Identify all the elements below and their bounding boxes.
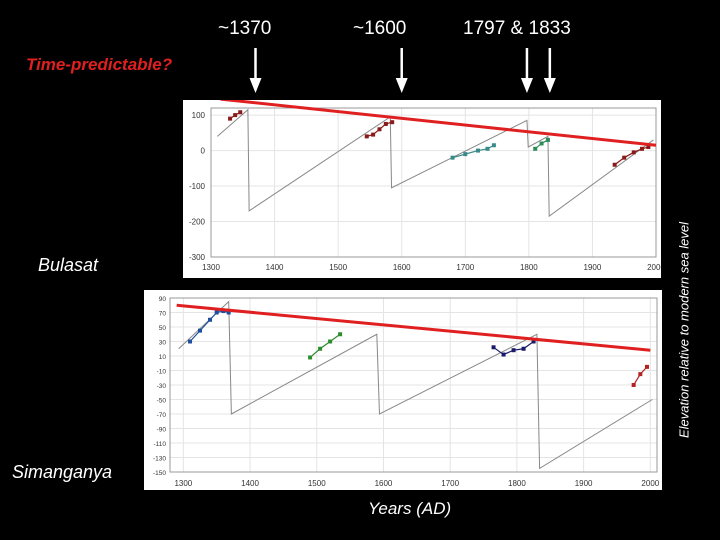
simanganya-x-tick-label: 2000 — [641, 479, 659, 488]
simanganya-cluster-line — [493, 341, 534, 356]
bulasat-y-tick-label: 100 — [192, 111, 206, 120]
simanganya-data-point — [198, 328, 203, 333]
bulasat-data-point — [383, 121, 388, 126]
bulasat-x-tick-label: 1600 — [393, 263, 411, 272]
simanganya-y-tick-label: 30 — [159, 340, 167, 347]
simanganya-x-tick-label: 1300 — [174, 479, 192, 488]
bulasat-data-point — [539, 141, 544, 146]
bulasat-y-tick-label: 0 — [201, 147, 206, 156]
event-arrow-head — [520, 78, 533, 93]
simanganya-data-point — [521, 346, 526, 351]
bulasat-data-point — [640, 146, 645, 151]
bulasat-data-point — [476, 148, 480, 153]
event-label-1370: ~1370 — [218, 18, 272, 39]
simanganya-y-tick-label: 90 — [159, 296, 167, 303]
simanganya-y-tick-label: 50 — [159, 325, 167, 332]
simanganya-x-tick-label: 1400 — [241, 479, 259, 488]
simanganya-y-tick-label: -50 — [157, 398, 167, 405]
simanganya-data-point — [338, 332, 343, 337]
bulasat-x-tick-label: 1700 — [456, 263, 474, 272]
simanganya-data-point — [188, 339, 193, 344]
simanganya-data-point — [328, 339, 333, 344]
bulasat-y-tick-label: -300 — [189, 253, 206, 262]
simanganya-y-tick-label: -110 — [153, 441, 166, 448]
bulasat-x-tick-label: 2000 — [647, 263, 661, 272]
bulasat-data-point — [238, 110, 243, 115]
simanganya-y-tick-label: -90 — [157, 427, 167, 434]
simanganya-data-point — [631, 383, 636, 387]
bulasat-x-tick-label: 1900 — [584, 263, 602, 272]
y-axis-label: Elevation relative to modern sea level — [676, 221, 692, 439]
simanganya-y-tick-label: -150 — [153, 470, 166, 477]
event-arrow-head — [249, 78, 262, 93]
simanganya-cluster-line — [309, 333, 341, 358]
bulasat-data-point — [646, 145, 651, 150]
bulasat-data-point — [533, 146, 538, 151]
site-label-simanganya: Simanganya — [12, 462, 113, 482]
simanganya-data-point — [318, 346, 323, 351]
simanganya-data-point — [501, 352, 506, 357]
simanganya-data-point — [308, 355, 313, 360]
bulasat-sawtooth-line — [217, 108, 654, 218]
simanganya-y-tick-label: 70 — [159, 311, 167, 318]
bulasat-x-tick-label: 1400 — [266, 263, 284, 272]
bulasat-y-tick-label: -200 — [189, 218, 206, 227]
simanganya-chart: 90 70 50 30 10 -10 -30 -50 -70 -90 -110 -130 -150 130… — [153, 296, 660, 488]
bulasat-data-point — [485, 146, 490, 151]
simanganya-chart-panel: 90 70 50 30 10 -10 -30 -50 -70 -90 -110 -130 -150 130… — [144, 290, 662, 490]
simanganya-x-tick-label: 1500 — [308, 479, 326, 488]
simanganya-y-tick-label: 10 — [159, 354, 167, 361]
simanganya-x-tick-label: 1900 — [575, 479, 593, 488]
bulasat-data-point — [545, 137, 550, 142]
bulasat-y-tick-label: -100 — [189, 182, 206, 191]
time-predictable-label: Time-predictable? — [26, 55, 173, 74]
bulasat-data-point — [364, 134, 369, 139]
bulasat-x-tick-label: 1300 — [202, 263, 220, 272]
site-label-bulasat: Bulasat — [38, 255, 99, 275]
bulasat-chart-panel: 100 0 -100 -200 -300 1300 1400 1500 1600 1700 1800… — [183, 97, 665, 278]
bulasat-data-point — [390, 120, 395, 125]
event-arrow-head — [395, 78, 408, 93]
event-arrow-head — [543, 78, 556, 93]
bulasat-trend-line — [220, 97, 657, 147]
simanganya-data-point — [226, 310, 231, 315]
simanganya-y-tick-label: -130 — [153, 456, 166, 463]
bulasat-data-point — [612, 162, 617, 167]
simanganya-data-point — [638, 372, 643, 377]
simanganya-y-tick-label: -70 — [157, 412, 167, 419]
x-axis-label: Years (AD) — [368, 499, 452, 518]
bulasat-data-point — [491, 143, 496, 148]
bulasat-data-point — [631, 150, 636, 155]
simanganya-data-point — [531, 339, 536, 344]
simanganya-x-tick-label: 1700 — [441, 479, 459, 488]
simanganya-x-tick-label: 1800 — [508, 479, 526, 488]
bulasat-plot-frame — [210, 107, 657, 258]
event-label-1797-1833: 1797 & 1833 — [463, 18, 571, 39]
simanganya-data-point — [208, 317, 213, 322]
bulasat-data-point — [377, 127, 382, 132]
bulasat-x-tick-label: 1800 — [520, 263, 538, 272]
simanganya-data-point — [491, 345, 496, 350]
simanganya-data-point — [644, 364, 649, 369]
bulasat-data-point — [371, 132, 376, 137]
bulasat-data-point — [233, 113, 238, 118]
simanganya-cluster-line — [189, 310, 229, 342]
simanganya-data-point — [511, 348, 516, 353]
bulasat-data-point — [463, 152, 468, 157]
bulasat-x-tick-label: 1500 — [329, 263, 347, 272]
bulasat-data-point — [622, 155, 627, 160]
simanganya-x-tick-label: 1600 — [375, 479, 393, 488]
bulasat-data-point — [450, 155, 455, 160]
simanganya-sawtooth-line — [178, 300, 653, 470]
event-label-1600: ~1600 — [353, 18, 407, 39]
bulasat-data-point — [228, 116, 233, 121]
simanganya-y-tick-label: -10 — [157, 369, 167, 376]
simanganya-plot-frame — [169, 297, 658, 473]
simanganya-trend-line — [176, 303, 651, 352]
simanganya-data-point — [214, 310, 219, 315]
simanganya-y-tick-label: -30 — [157, 383, 167, 390]
